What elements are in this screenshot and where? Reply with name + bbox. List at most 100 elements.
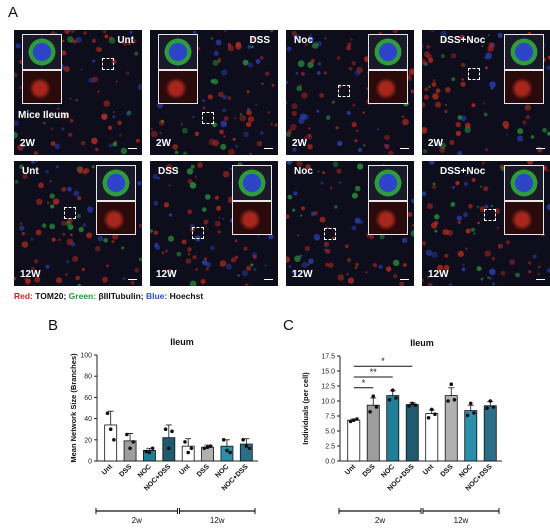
scale-bar (536, 148, 545, 149)
significance-label: * (362, 378, 366, 388)
microscopy-tile: DSS 12W (150, 161, 278, 286)
roi-box (338, 85, 350, 97)
data-point (147, 450, 152, 455)
data-point (390, 388, 395, 393)
y-tick-label: 20 (84, 437, 92, 444)
data-point (488, 399, 493, 403)
data-point (426, 416, 431, 420)
data-point (225, 448, 229, 453)
condition-label: Unt (117, 35, 134, 46)
roi-box (324, 228, 336, 240)
data-point (351, 418, 356, 423)
legend-red-key: Red: (14, 291, 33, 301)
y-tick-label: 2.5 (325, 444, 335, 451)
scale-bar (400, 148, 409, 149)
condition-label: DSS+Noc (440, 35, 486, 46)
inset-zoom-red (504, 201, 544, 235)
timepoint-label: 12W (20, 269, 41, 280)
roi-box (192, 227, 204, 239)
significance-label: ** (370, 367, 378, 377)
roi-box (64, 207, 76, 219)
data-point (485, 406, 489, 411)
y-tick-label: 100 (80, 353, 92, 360)
y-tick-label: 10.0 (321, 399, 335, 406)
y-tick-label: 0 (88, 459, 92, 466)
condition-label: DSS (249, 35, 270, 46)
data-point (413, 403, 418, 408)
inset-zoom (368, 34, 408, 70)
inset-zoom-red (22, 70, 62, 104)
inset-zoom-red (96, 201, 136, 235)
data-point (407, 404, 411, 408)
data-point (167, 446, 171, 451)
y-tick-label: 80 (84, 374, 92, 381)
data-point (491, 405, 496, 409)
category-label: DSS (118, 463, 133, 478)
panel-a-label: A (8, 4, 19, 21)
category-label: NOC+DSS (387, 463, 416, 492)
data-point (452, 398, 457, 402)
data-point (247, 446, 252, 451)
y-axis-label: Individuals (per cell) (301, 372, 310, 445)
timepoint-label: 2W (428, 138, 443, 149)
inset-zoom (368, 165, 408, 201)
inset-zoom-red (368, 201, 408, 235)
data-point (131, 440, 136, 444)
data-point (202, 446, 207, 451)
data-point (208, 444, 213, 448)
condition-label: Noc (294, 35, 313, 46)
y-axis-label: Mean Network Size (Branches) (69, 353, 78, 463)
microscopy-tile: Unt 12W (14, 161, 142, 286)
tissue-label: Mice Ileum (18, 110, 70, 121)
data-point (348, 419, 353, 424)
microscopy-tile: DSS+Noc 2W (422, 30, 550, 155)
category-label: Unt (101, 463, 115, 477)
inset-zoom (158, 34, 198, 70)
condition-label: DSS+Noc (440, 166, 486, 177)
data-point (183, 440, 187, 444)
data-point (368, 410, 372, 414)
category-label: Unt (344, 463, 358, 477)
bar (239, 443, 253, 462)
scale-bar (400, 279, 409, 280)
category-label: NOC (458, 463, 474, 479)
microscopy-tile: Noc 12W (286, 161, 414, 286)
data-point (228, 450, 232, 455)
legend-red-value: TOM20; (35, 291, 67, 301)
data-point (387, 398, 392, 402)
panel-c-label: C (283, 317, 294, 334)
data-point (144, 449, 149, 454)
data-point (449, 382, 454, 387)
inset-zoom-red (504, 70, 544, 104)
data-point (163, 427, 168, 432)
legend-green-value: βIIITubulin; (98, 291, 144, 301)
timepoint-label: 2W (20, 138, 35, 149)
bar (123, 440, 137, 462)
y-tick-label: 15.0 (321, 369, 335, 376)
microscopy-tile: Unt 2W Mice Ileum (14, 30, 142, 155)
y-tick-label: 12.5 (321, 384, 335, 391)
bar (347, 419, 361, 462)
bar (162, 437, 176, 462)
condition-label: Unt (22, 166, 39, 177)
data-point (205, 445, 210, 450)
data-point (221, 438, 226, 442)
data-point (472, 411, 476, 415)
data-point (468, 401, 473, 406)
bar (464, 410, 478, 462)
bar (444, 395, 458, 462)
category-label: NOC (214, 463, 230, 479)
bar (425, 413, 439, 462)
category-label: NOC+DSS (143, 463, 172, 492)
category-label: NOC (137, 463, 153, 479)
condition-label: DSS (158, 166, 179, 177)
timepoint-label: 2W (292, 138, 307, 149)
bar (483, 405, 497, 462)
timepoint-label: 2W (156, 138, 171, 149)
group-label: 12w (210, 516, 225, 525)
data-point (355, 417, 359, 421)
panel-b-label: B (48, 317, 59, 334)
bar (181, 445, 195, 462)
roi-box (468, 68, 480, 80)
category-label: Unt (422, 463, 436, 477)
